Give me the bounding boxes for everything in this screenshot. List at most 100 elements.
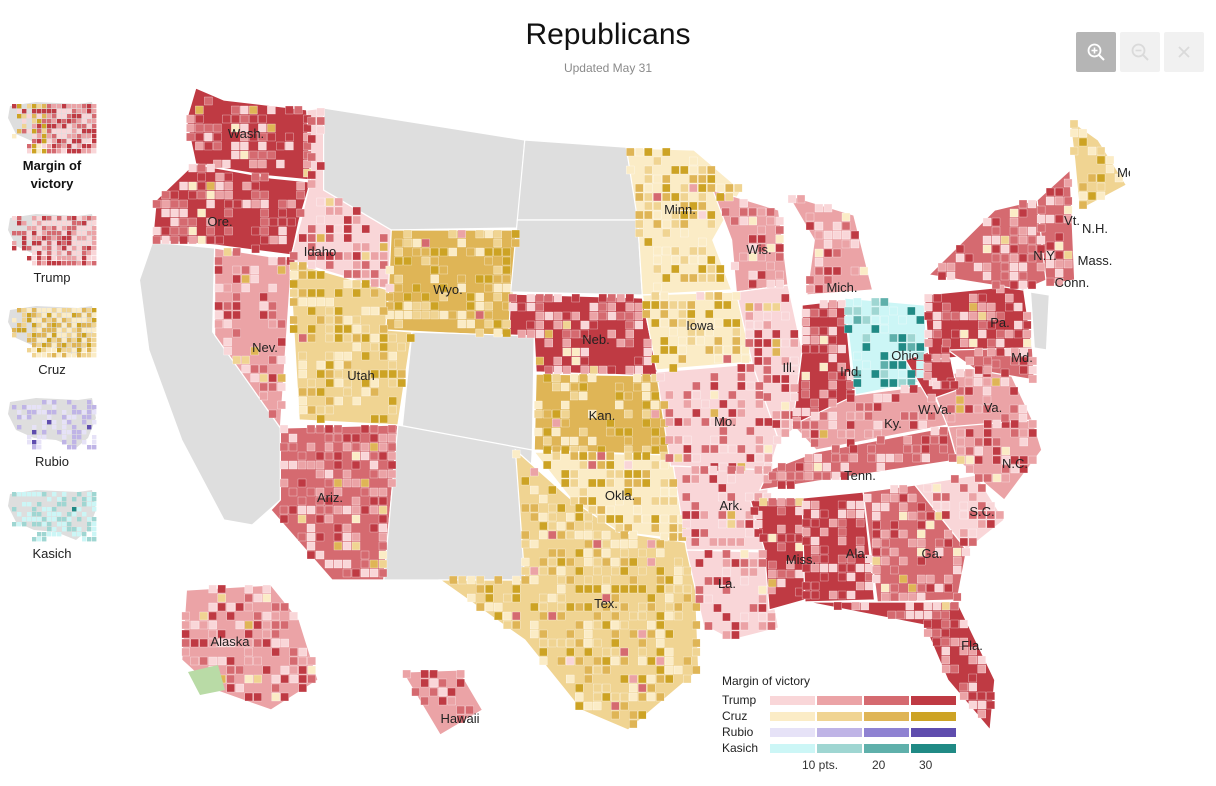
county[interactable]: [683, 390, 692, 400]
county[interactable]: [941, 601, 950, 611]
county[interactable]: [728, 444, 737, 454]
county[interactable]: [1045, 250, 1055, 260]
county[interactable]: [208, 620, 217, 630]
county[interactable]: [965, 464, 974, 474]
county[interactable]: [736, 465, 745, 475]
county[interactable]: [208, 629, 217, 639]
county[interactable]: [889, 333, 898, 343]
county[interactable]: [1096, 173, 1106, 183]
county[interactable]: [822, 462, 831, 472]
county[interactable]: [548, 593, 557, 603]
county[interactable]: [334, 251, 343, 261]
county[interactable]: [534, 409, 543, 419]
county[interactable]: [786, 480, 795, 490]
county[interactable]: [521, 539, 530, 549]
county[interactable]: [819, 572, 829, 582]
county[interactable]: [223, 319, 232, 329]
county[interactable]: [493, 283, 502, 293]
county[interactable]: [689, 210, 698, 220]
county[interactable]: [953, 592, 962, 602]
county[interactable]: [579, 487, 588, 497]
county[interactable]: [781, 356, 790, 366]
county[interactable]: [786, 560, 795, 570]
county[interactable]: [535, 293, 544, 303]
county[interactable]: [772, 374, 781, 384]
county[interactable]: [179, 217, 188, 227]
county[interactable]: [360, 424, 370, 434]
county[interactable]: [837, 500, 847, 510]
county[interactable]: [287, 217, 296, 227]
county[interactable]: [297, 532, 307, 542]
county[interactable]: [855, 411, 864, 421]
county[interactable]: [626, 147, 635, 157]
county[interactable]: [745, 492, 754, 502]
county[interactable]: [968, 673, 977, 683]
county[interactable]: [394, 238, 403, 248]
county[interactable]: [250, 274, 259, 284]
county[interactable]: [324, 424, 334, 434]
county[interactable]: [575, 602, 584, 612]
county[interactable]: [653, 255, 662, 265]
county[interactable]: [334, 396, 343, 406]
county[interactable]: [746, 363, 755, 373]
state-nj[interactable]: [1029, 291, 1050, 351]
county[interactable]: [235, 638, 244, 648]
county[interactable]: [714, 354, 723, 364]
county[interactable]: [370, 387, 379, 397]
county[interactable]: [864, 563, 874, 573]
county[interactable]: [360, 568, 370, 578]
county[interactable]: [723, 354, 732, 364]
county[interactable]: [698, 237, 707, 247]
county[interactable]: [1018, 253, 1028, 263]
county[interactable]: [810, 429, 819, 439]
county[interactable]: [190, 638, 199, 648]
county[interactable]: [593, 638, 602, 648]
county[interactable]: [223, 283, 232, 293]
county[interactable]: [511, 229, 520, 239]
county[interactable]: [208, 584, 217, 594]
county[interactable]: [206, 217, 215, 227]
county[interactable]: [280, 692, 289, 702]
county[interactable]: [629, 719, 638, 729]
county[interactable]: [683, 444, 692, 454]
county[interactable]: [1005, 293, 1014, 303]
county[interactable]: [466, 301, 475, 311]
county[interactable]: [755, 444, 764, 454]
county[interactable]: [973, 404, 983, 414]
county[interactable]: [873, 420, 882, 430]
county[interactable]: [378, 550, 388, 560]
county[interactable]: [651, 300, 660, 310]
county[interactable]: [941, 501, 951, 511]
county[interactable]: [307, 116, 316, 126]
county[interactable]: [1027, 235, 1037, 245]
county[interactable]: [801, 527, 811, 537]
county[interactable]: [1036, 223, 1046, 233]
county[interactable]: [593, 701, 602, 711]
county[interactable]: [795, 569, 804, 579]
county[interactable]: [584, 548, 593, 558]
county[interactable]: [602, 647, 611, 657]
county[interactable]: [342, 532, 352, 542]
county[interactable]: [352, 269, 361, 279]
county[interactable]: [853, 315, 862, 325]
county[interactable]: [316, 297, 325, 307]
county[interactable]: [764, 444, 773, 454]
county[interactable]: [1096, 146, 1106, 156]
county[interactable]: [324, 514, 334, 524]
county[interactable]: [475, 301, 484, 311]
county[interactable]: [343, 360, 352, 370]
county[interactable]: [991, 226, 1001, 236]
county[interactable]: [1069, 146, 1079, 156]
county[interactable]: [611, 611, 620, 621]
county[interactable]: [566, 656, 575, 666]
county[interactable]: [698, 246, 707, 256]
county[interactable]: [307, 242, 316, 252]
county[interactable]: [611, 647, 620, 657]
county[interactable]: [651, 391, 660, 401]
zoom-in-button[interactable]: [1076, 32, 1116, 72]
county[interactable]: [607, 302, 616, 312]
county[interactable]: [745, 311, 754, 321]
county[interactable]: [1009, 235, 1019, 245]
county[interactable]: [1063, 205, 1073, 215]
county[interactable]: [862, 315, 871, 325]
